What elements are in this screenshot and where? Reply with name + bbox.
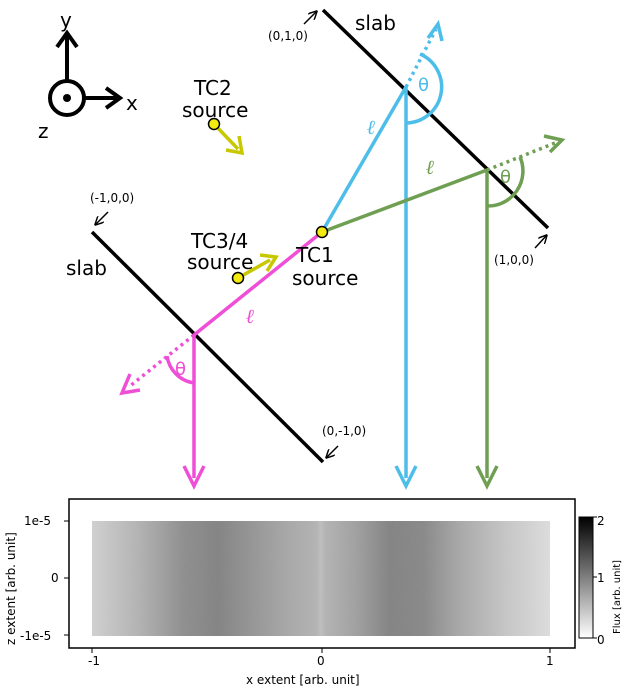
y-tick-label-mid: 0: [51, 571, 59, 585]
blue-ray-group: θ ℓ: [320, 19, 444, 490]
magenta-dotted-arrowhead: [119, 373, 141, 396]
heatmap-noise: [92, 521, 550, 636]
green-ell-label: ℓ: [426, 155, 435, 179]
blue-dotted-arrowhead: [426, 19, 444, 42]
x-tick-label-1: 1: [546, 654, 554, 668]
x-axis-arrowhead: [104, 86, 124, 110]
tc34-label-line1: TC3/4: [190, 229, 248, 253]
x-axis-title: x extent [arb. unit]: [246, 673, 360, 687]
left-slab: [90, 230, 325, 464]
colorbar: [578, 516, 594, 639]
tc1-source: TC1 source: [292, 225, 358, 290]
green-theta-label: θ: [500, 167, 511, 188]
green-ray-group: θ ℓ: [321, 134, 566, 490]
green-angle-arc: [486, 156, 525, 208]
blue-theta-label: θ: [418, 75, 429, 96]
blue-projection-arrowhead: [394, 465, 418, 490]
x-tick-label-neg1: -1: [88, 654, 100, 668]
tc1-source-dot: [315, 225, 329, 239]
magenta-ell-label: ℓ: [246, 304, 255, 328]
tc34-source-dot: [231, 271, 245, 285]
colorbar-title: Flux [arb. unit]: [612, 560, 623, 634]
magenta-theta-label: θ: [175, 359, 186, 380]
corner-label-bottom: (0,-1,0): [322, 424, 366, 438]
y-tick-label-bottom: -1e-5: [20, 629, 51, 643]
green-dotted-continuation: [486, 141, 556, 172]
colorbar-label-1: 1: [597, 571, 605, 585]
tc2-source-dot: [207, 117, 221, 131]
colorbar-label-0: 0: [597, 633, 605, 647]
corner-label-right: (1,0,0): [494, 253, 534, 267]
right-slab-label: slab: [355, 11, 396, 35]
tc2-direction-arrowhead: [225, 135, 245, 156]
x-axis-label: x: [126, 91, 138, 115]
tc1-label-line2: source: [292, 266, 358, 290]
corner-arrow-bottom: [327, 445, 339, 457]
tc34-label-line2: source: [187, 250, 253, 274]
tc1-label-line1: TC1: [295, 243, 334, 267]
left-slab-label: slab: [66, 256, 107, 280]
right-slab: [321, 8, 550, 230]
y-axis-arrowhead: [55, 29, 79, 49]
blue-ell-label: ℓ: [367, 115, 376, 139]
tc2-source: TC2 source: [182, 76, 248, 156]
magenta-angle-arc: [165, 355, 195, 385]
x-tick-label-0: 0: [317, 654, 325, 668]
axes-glyph: y x z: [38, 8, 138, 143]
corner-arrow-left: [96, 211, 109, 224]
green-path-line: [321, 168, 488, 234]
tc2-label-line1: TC2: [193, 76, 232, 100]
blue-path-line: [320, 86, 408, 233]
colorbar-label-2: 2: [597, 514, 605, 528]
blue-angle-arc: [405, 52, 444, 125]
y-axis-title: z extent [arb. unit]: [4, 532, 18, 645]
magenta-ray-group: θ ℓ: [119, 230, 324, 490]
magenta-path-line: [192, 230, 324, 337]
y-axis-label: y: [60, 8, 72, 32]
corner-arrow-top: [303, 12, 316, 25]
flux-heatmap: -1 0 1 1e-5 0 -1e-5 x extent [arb. unit]…: [4, 498, 623, 687]
green-projection-arrowhead: [475, 465, 499, 490]
magenta-projection-arrowhead: [182, 465, 206, 490]
corner-label-left: (-1,0,0): [90, 191, 134, 205]
corner-arrow-right: [534, 236, 546, 249]
green-dotted-arrowhead: [543, 134, 566, 154]
z-axis-dot: [63, 94, 71, 102]
z-axis-label: z: [38, 119, 49, 143]
tc34-direction-arrowhead: [259, 253, 279, 272]
corner-label-top: (0,1,0): [268, 29, 308, 43]
tc34-source: TC3/4 source: [187, 229, 279, 285]
y-tick-label-top: 1e-5: [24, 514, 51, 528]
